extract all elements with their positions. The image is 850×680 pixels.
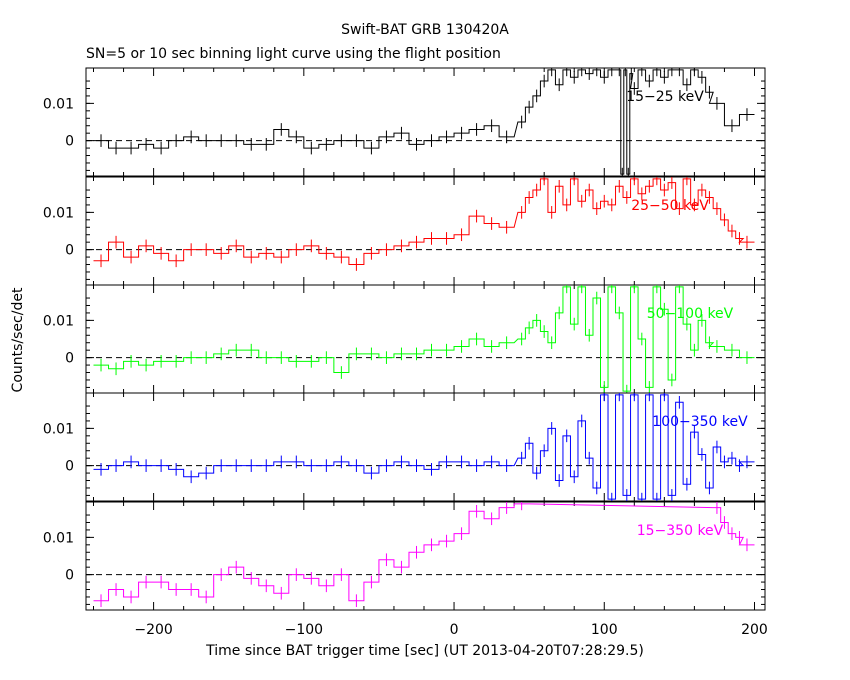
panel-frame — [85, 176, 766, 286]
series-label: 100−350 keV — [652, 414, 748, 430]
panel-2: 0 0.01 25−50 keV — [43, 176, 766, 286]
panel-3: 0 0.01 50−100 keV — [43, 284, 766, 394]
panel-frame — [85, 284, 766, 394]
series-label: 15−25 keV — [626, 89, 704, 105]
series-line — [93, 503, 755, 602]
chart-subtitle: SN=5 or 10 sec binning light curve using… — [86, 46, 501, 62]
y-tick-label: 0.01 — [43, 205, 74, 221]
y-tick-label: 0.01 — [43, 96, 74, 112]
y-tick-label: 0.01 — [43, 421, 74, 437]
y-tick-label: 0 — [65, 568, 74, 584]
panel-frame — [85, 501, 766, 611]
y-tick-label: 0 — [65, 459, 74, 475]
y-tick-label: 0 — [65, 351, 74, 367]
panel-5: 0 0.01 15−350 keV — [43, 501, 766, 611]
y-tick-label: 0 — [65, 134, 74, 150]
chart-title: Swift-BAT GRB 130420A — [341, 22, 509, 38]
series-line — [93, 394, 755, 500]
y-tick-label: 0.01 — [43, 313, 74, 329]
series-label: 25−50 keV — [631, 198, 709, 214]
x-tick-label: 200 — [741, 622, 768, 638]
y-tick-label: 0 — [65, 243, 74, 259]
series-label: 50−100 keV — [647, 306, 734, 322]
series-line — [93, 286, 755, 392]
x-axis-label: Time since BAT trigger time [sec] (UT 20… — [205, 643, 644, 659]
series-line — [93, 178, 755, 266]
series-line — [93, 69, 755, 175]
x-tick-label: −200 — [134, 622, 172, 638]
x-tick-label: 100 — [591, 622, 618, 638]
panel-1: 0 0.01 15−25 keV — [43, 67, 766, 177]
panel-frame — [85, 392, 766, 502]
y-tick-label: 0.01 — [43, 530, 74, 546]
panel-frame — [85, 67, 766, 177]
x-tick-label: 0 — [450, 622, 459, 638]
panel-4: 0 0.01 100−350 keV — [43, 392, 766, 502]
series-label: 15−350 keV — [637, 523, 724, 539]
y-axis-label: Counts/sec/det — [10, 287, 26, 392]
x-tick-label: −100 — [285, 622, 323, 638]
